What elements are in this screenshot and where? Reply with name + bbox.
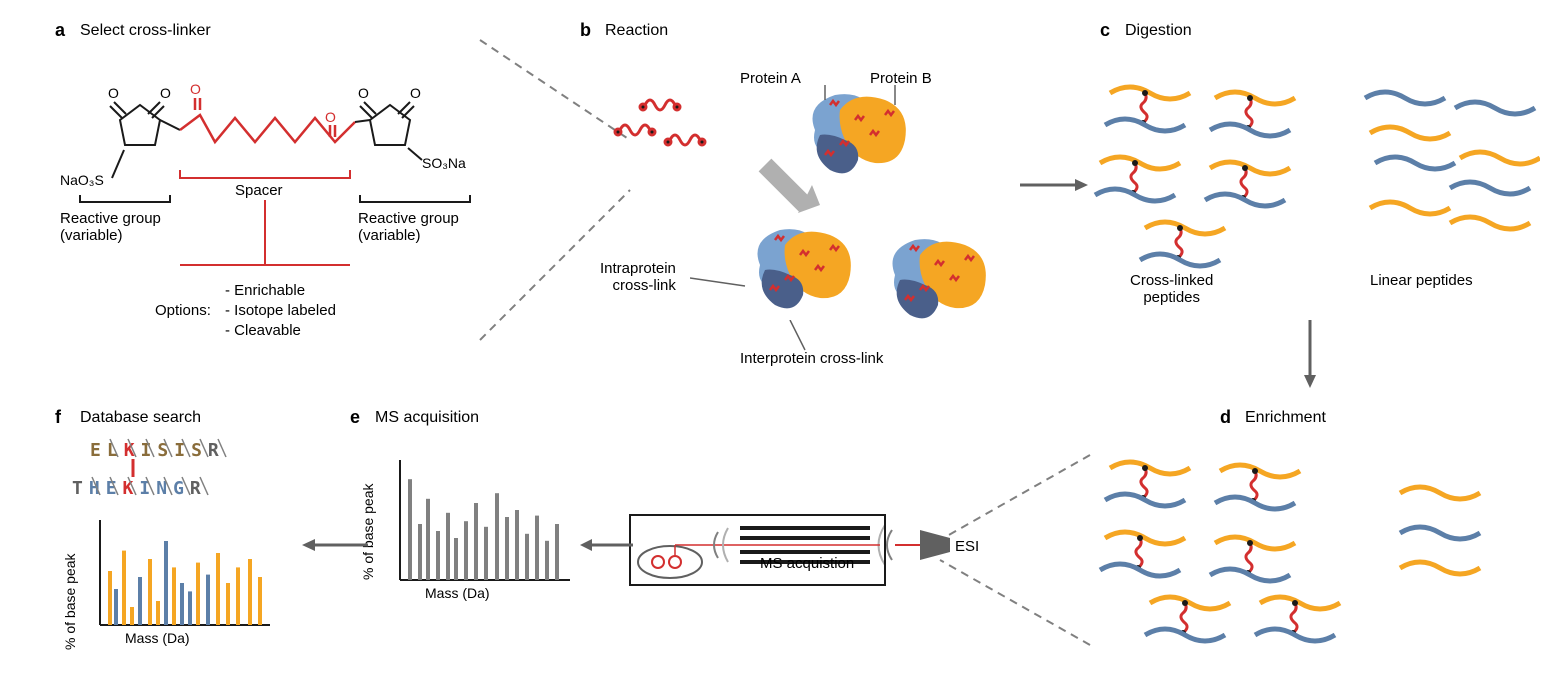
arrow-ms-e [580,535,635,555]
digestion-peptides [1090,70,1540,290]
panel-c-label: c [1100,20,1110,41]
intra-label: Intraprotein cross-link [600,260,676,294]
ms-instrument [620,490,950,610]
e-ylabel: % of base peak [360,483,376,580]
panel-f-title: Database search [80,409,201,427]
panel-a-title: Select cross-linker [80,22,211,40]
panel-e-title: MS acquisition [375,409,479,427]
reactive-left-label: Reactive group (variable) [60,210,161,244]
e-xlabel: Mass (Da) [425,585,490,601]
inter-pointer [770,320,810,355]
option-0: - Enrichable [225,282,305,299]
panel-c-title: Digestion [1125,22,1192,40]
esi-label: ESI [955,538,979,555]
inter-label: Interprotein cross-link [740,350,883,367]
oxygen-atom: O [190,81,201,97]
atom-right: SO₃Na [422,155,466,171]
arrow-c-d [1300,320,1320,390]
enrichment-peptides [1090,445,1540,665]
seq-frag-marks [70,435,300,500]
reactive-right-label: Reactive group (variable) [358,210,459,244]
crosslinked-label: Cross-linked peptides [1130,272,1213,306]
dash-connector-de [930,445,1100,665]
panel-f-label: f [55,407,61,428]
options-label: Options: [155,302,211,319]
intra-pointer [690,268,750,298]
f-ylabel: % of base peak [62,553,78,650]
option-2: - Cleavable [225,322,301,339]
arrow-e-f [300,535,370,555]
panel-e-label: e [350,407,360,428]
atom-left: NaO₃S [60,172,104,188]
option-1: - Isotope labeled [225,302,336,319]
oxygen-atom: O [108,85,119,101]
panel-d-title: Enrichment [1245,409,1326,427]
crosslinker-molecules [610,80,730,200]
panel-b-title: Reaction [605,22,668,40]
spectrum-f [80,510,280,650]
panel-d-label: d [1220,407,1231,428]
f-xlabel: Mass (Da) [125,630,190,646]
oxygen-atom: O [160,85,171,101]
panel-a-label: a [55,20,65,41]
oxygen-atom: O [410,85,421,101]
protein-complex [720,85,1020,365]
spacer-label: Spacer [235,182,283,199]
linear-label: Linear peptides [1370,272,1473,289]
oxygen-atom: O [325,109,336,125]
oxygen-atom: O [358,85,369,101]
arrow-b-c [1020,175,1090,195]
ms-label: MS acquistion [760,555,854,572]
panel-b-label: b [580,20,591,41]
